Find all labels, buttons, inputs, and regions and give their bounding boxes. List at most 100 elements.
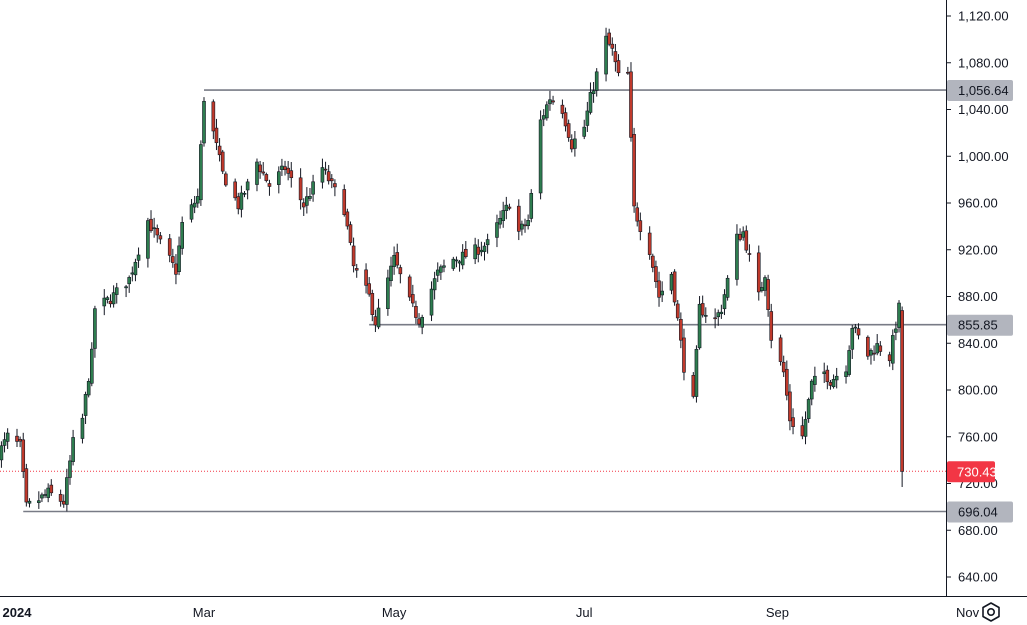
candle-body xyxy=(373,316,378,326)
candle xyxy=(869,348,873,365)
candle-body xyxy=(189,204,194,220)
candle-body xyxy=(311,181,315,195)
candle xyxy=(700,295,705,318)
candle xyxy=(174,254,178,285)
candle-body xyxy=(479,249,484,253)
candle-body xyxy=(43,494,47,496)
candle xyxy=(523,218,527,233)
candle-body xyxy=(551,100,555,103)
candle xyxy=(632,127,636,213)
candle xyxy=(766,274,770,317)
candle-body xyxy=(105,297,110,300)
candle-body xyxy=(569,139,574,150)
candle xyxy=(756,245,761,301)
candle xyxy=(146,217,150,268)
candle-body xyxy=(130,272,135,275)
candle xyxy=(233,178,237,201)
x-tick-label: Nov xyxy=(956,605,980,620)
level-badge: 1,056.64 xyxy=(947,80,1013,102)
candle-body xyxy=(476,246,481,255)
candle-body xyxy=(516,205,521,232)
candle xyxy=(785,360,789,401)
candle-body xyxy=(520,223,524,230)
candle xyxy=(769,303,774,349)
candle-body xyxy=(760,287,764,292)
candle-body xyxy=(90,348,94,384)
candle xyxy=(741,226,745,241)
candle xyxy=(878,341,883,356)
candle-body xyxy=(49,484,54,494)
candle-body xyxy=(280,165,284,170)
candle-body xyxy=(523,224,527,227)
candle xyxy=(847,345,851,377)
last-price-badge-bg xyxy=(947,461,995,483)
candle xyxy=(594,68,599,97)
candle xyxy=(189,199,194,223)
candle xyxy=(289,162,294,188)
last-price-badge: 730.43 xyxy=(947,461,997,483)
candle-body xyxy=(800,425,805,437)
candle-body xyxy=(199,144,203,201)
candle xyxy=(485,233,490,254)
candle-body xyxy=(435,269,440,276)
candle xyxy=(463,241,468,259)
candle-body xyxy=(679,318,683,341)
candle-body xyxy=(766,279,770,311)
candle-body xyxy=(869,350,873,356)
candle xyxy=(90,342,94,387)
candle xyxy=(887,351,892,367)
candle-body xyxy=(825,369,830,383)
price-badges: 1,056.64 855.85 696.04 730.43 xyxy=(947,80,1013,523)
candle-body xyxy=(591,90,596,95)
candle-body xyxy=(763,277,767,291)
candle-body xyxy=(264,174,269,181)
candle xyxy=(560,99,565,119)
candle xyxy=(875,334,880,356)
candle-body xyxy=(214,127,219,144)
candle-body xyxy=(831,379,836,388)
candle xyxy=(152,217,156,238)
candle-body xyxy=(526,220,530,227)
candle xyxy=(473,237,477,265)
candle-body xyxy=(15,435,19,442)
candle xyxy=(220,149,225,175)
candle-body xyxy=(177,245,181,272)
x-tick-label: 2024 xyxy=(3,605,33,620)
candle-body xyxy=(803,419,808,437)
candle xyxy=(660,281,664,303)
level-badge-bg xyxy=(947,80,1013,102)
candle-body xyxy=(354,268,359,271)
candle xyxy=(747,244,752,262)
candle xyxy=(526,214,530,230)
candle xyxy=(476,239,481,263)
candle xyxy=(507,203,512,211)
candle-body xyxy=(258,164,262,173)
candle xyxy=(498,210,502,229)
candle xyxy=(722,289,727,316)
candle xyxy=(856,323,861,340)
candle-body xyxy=(0,445,4,461)
candle-body xyxy=(152,227,156,230)
candle-body xyxy=(856,328,861,336)
candle xyxy=(298,168,303,210)
chart-settings-button[interactable] xyxy=(978,599,1004,625)
candle xyxy=(538,110,543,200)
candle-body xyxy=(364,269,368,286)
candle xyxy=(682,328,686,381)
candle-body xyxy=(725,277,730,298)
candle xyxy=(345,208,350,230)
candle-body xyxy=(694,348,699,397)
candle xyxy=(872,345,876,361)
candle xyxy=(454,256,459,268)
candle xyxy=(395,243,400,269)
candle xyxy=(354,263,359,278)
candle xyxy=(778,334,783,366)
candle xyxy=(548,90,552,111)
candle xyxy=(180,216,184,255)
candle-body xyxy=(675,303,680,319)
candle xyxy=(27,498,32,508)
candle-body xyxy=(68,460,72,478)
candle xyxy=(264,172,269,183)
candle-body xyxy=(594,71,599,91)
